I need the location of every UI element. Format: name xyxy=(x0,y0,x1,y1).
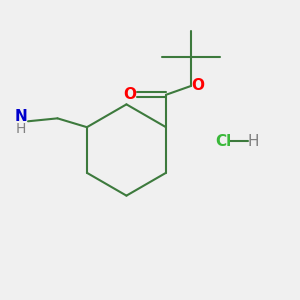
Text: Cl: Cl xyxy=(215,134,232,149)
Text: O: O xyxy=(191,78,204,93)
Text: H: H xyxy=(16,122,26,136)
Text: O: O xyxy=(124,87,136,102)
Text: H: H xyxy=(247,134,259,149)
Text: N: N xyxy=(14,110,27,124)
